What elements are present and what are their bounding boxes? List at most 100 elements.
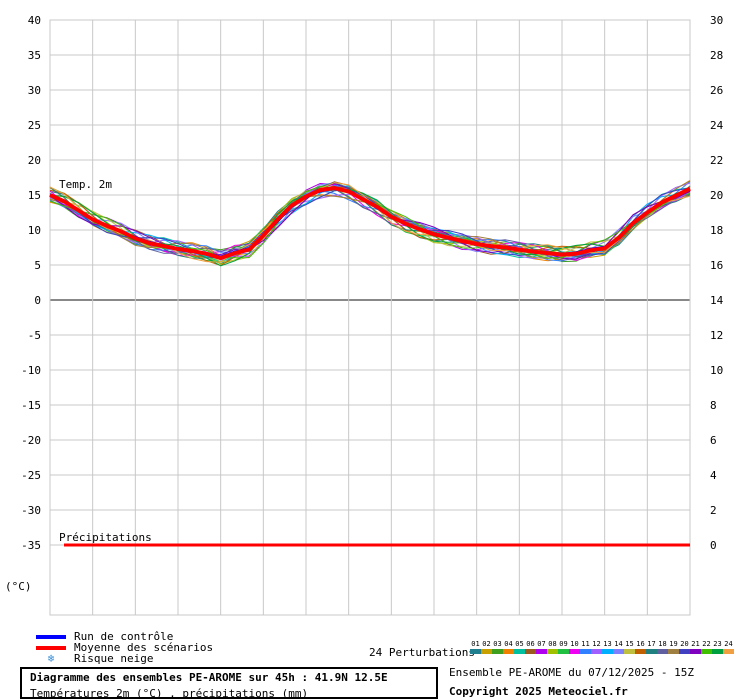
- y-right-tick: 2: [710, 504, 717, 517]
- perturbation-item: 06: [525, 640, 536, 654]
- perturbation-item: 18: [657, 640, 668, 654]
- perturbation-number: 03: [493, 640, 502, 648]
- y-left-tick: 35: [28, 49, 41, 62]
- y-left-tick: -30: [21, 504, 41, 517]
- perturbations-label: 24 Perturbations: [369, 646, 475, 659]
- y-right-tick: 20: [710, 189, 723, 202]
- perturbation-swatch: [536, 649, 547, 654]
- annotation-precip: Précipitations: [59, 531, 152, 544]
- perturbation-swatch: [646, 649, 657, 654]
- y-left-tick: -25: [21, 469, 41, 482]
- perturbation-number: 22: [702, 640, 711, 648]
- perturbation-item: 13: [602, 640, 613, 654]
- y-right-tick: 24: [710, 119, 724, 132]
- copyright: Copyright 2025 Meteociel.fr: [449, 685, 628, 698]
- perturbation-swatch: [503, 649, 514, 654]
- perturbation-number: 10: [570, 640, 579, 648]
- y-left-tick: 5: [34, 259, 41, 272]
- legend: Run de contrôle Moyenne des scénarios ❄ …: [36, 631, 213, 664]
- perturbation-swatch: [668, 649, 679, 654]
- title-box: Diagramme des ensembles PE-AROME sur 45h…: [20, 667, 438, 700]
- y-left-axis: 40 35 30 25 20 15 10 5 0 -5 -10 -15 -20 -25 -30 -35: [21, 14, 41, 552]
- perturbation-swatch: [723, 649, 734, 654]
- perturbation-swatch: [624, 649, 635, 654]
- y-left-tick: -10: [21, 364, 41, 377]
- perturbation-item: 16: [635, 640, 646, 654]
- perturbation-number: 20: [680, 640, 689, 648]
- y-right-tick: 26: [710, 84, 723, 97]
- annotation-temp: Temp. 2m: [59, 178, 112, 191]
- perturbation-item: 02: [481, 640, 492, 654]
- perturbation-item: 07: [536, 640, 547, 654]
- y-left-tick: -35: [21, 539, 41, 552]
- y-right-tick: 18: [710, 224, 723, 237]
- perturbation-item: 21: [690, 640, 701, 654]
- perturbation-swatch: [712, 649, 723, 654]
- perturbation-swatch: [470, 649, 481, 654]
- perturbation-item: 19: [668, 640, 679, 654]
- perturbation-item: 12: [591, 640, 602, 654]
- legend-item-mean: Moyenne des scénarios: [36, 642, 213, 653]
- perturbation-item: 22: [701, 640, 712, 654]
- perturbation-number: 21: [691, 640, 700, 648]
- perturbation-lines: [49, 179, 691, 267]
- perturbation-number: 13: [603, 640, 612, 648]
- perturbation-item: 20: [679, 640, 690, 654]
- y-right-tick: 30: [710, 14, 723, 27]
- y-right-tick: 10: [710, 364, 723, 377]
- perturbation-item: 05: [514, 640, 525, 654]
- main-lines: [49, 186, 691, 547]
- y-left-tick: 15: [28, 189, 41, 202]
- y-right-tick: 0: [710, 539, 717, 552]
- perturbation-number: 07: [537, 640, 546, 648]
- perturbation-swatch: [635, 649, 646, 654]
- perturbations-legend: 01 02 03 04 05 06 07 08 09 10 11 12 13 14 15 16 17 18 19 20…: [470, 640, 734, 654]
- perturbation-number: 05: [515, 640, 524, 648]
- y-right-tick: 4: [710, 469, 717, 482]
- y-left-tick: 0: [34, 294, 41, 307]
- perturbation-number: 24: [724, 640, 733, 648]
- perturbation-item: 10: [569, 640, 580, 654]
- perturbation-number: 08: [548, 640, 557, 648]
- y-left-tick: -20: [21, 434, 41, 447]
- plot-frame: [49, 19, 691, 616]
- perturbation-item: 08: [547, 640, 558, 654]
- mean-line: [49, 186, 691, 260]
- perturbation-number: 01: [471, 640, 480, 648]
- y-left-tick: -15: [21, 399, 41, 412]
- perturbation-number: 11: [581, 640, 590, 648]
- perturbation-swatch: [514, 649, 525, 654]
- perturbation-swatch: [690, 649, 701, 654]
- perturbation-swatch: [481, 649, 492, 654]
- legend-label-control: Run de contrôle: [74, 630, 174, 643]
- perturbation-number: 12: [592, 640, 601, 648]
- y-right-tick: 28: [710, 49, 723, 62]
- perturbation-item: 23: [712, 640, 723, 654]
- perturbation-swatch: [492, 649, 503, 654]
- perturbation-swatch: [591, 649, 602, 654]
- y-left-tick: 30: [28, 84, 41, 97]
- chart-subtitle: Températures 2m (°C) , précipitations (m…: [30, 687, 309, 700]
- control-swatch: [36, 634, 66, 639]
- perturbation-number: 23: [713, 640, 722, 648]
- legend-item-control: Run de contrôle: [36, 631, 213, 642]
- perturbation-line: [49, 187, 691, 260]
- y-left-tick: 10: [28, 224, 41, 237]
- perturbation-item: 24: [723, 640, 734, 654]
- perturbation-number: 04: [504, 640, 513, 648]
- perturbation-swatch: [547, 649, 558, 654]
- mean-swatch: [36, 645, 66, 650]
- y-left-tick: 25: [28, 119, 41, 132]
- y-unit-label: (°C): [5, 580, 32, 593]
- y-left-tick: 20: [28, 154, 41, 167]
- perturbation-number: 09: [559, 640, 568, 648]
- perturbation-swatch: [679, 649, 690, 654]
- perturbation-swatch: [613, 649, 624, 654]
- run-info: Ensemble PE-AROME du 07/12/2025 - 15Z: [449, 666, 695, 679]
- perturbation-number: 06: [526, 640, 535, 648]
- perturbation-number: 02: [482, 640, 491, 648]
- perturbation-number: 15: [625, 640, 634, 648]
- y-right-tick: 8: [710, 399, 717, 412]
